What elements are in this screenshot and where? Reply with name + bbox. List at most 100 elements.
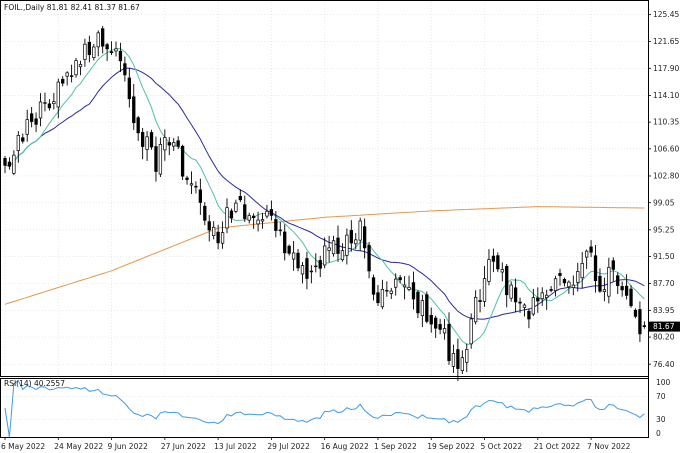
candle bbox=[456, 338, 460, 381]
candle-body-bearish bbox=[589, 246, 593, 253]
candle bbox=[402, 276, 407, 300]
candle bbox=[367, 241, 371, 279]
candle-body-bullish bbox=[212, 226, 216, 236]
candle-body-bearish bbox=[101, 28, 105, 47]
candle-body-bullish bbox=[553, 278, 558, 291]
candle-body-bearish bbox=[456, 349, 460, 369]
candle-body-bullish bbox=[531, 297, 536, 315]
frame-layer bbox=[0, 0, 649, 438]
candle bbox=[487, 249, 491, 286]
candle-body-bearish bbox=[154, 146, 158, 172]
candle-body-bullish bbox=[220, 232, 225, 244]
candle-body-bullish bbox=[158, 144, 163, 175]
candle bbox=[243, 195, 247, 222]
candle bbox=[629, 285, 633, 308]
candle bbox=[52, 93, 56, 110]
candle bbox=[118, 42, 123, 72]
candle-body-bearish bbox=[229, 210, 234, 219]
candle bbox=[589, 240, 593, 257]
candle-body-bearish bbox=[558, 273, 562, 276]
candle bbox=[21, 133, 25, 144]
candle bbox=[491, 248, 496, 273]
candle-body-bearish bbox=[638, 309, 642, 335]
candle-body-bullish bbox=[469, 318, 473, 345]
rsi-tick-label: 100 bbox=[656, 378, 671, 387]
candle bbox=[300, 262, 305, 284]
candle-body-bullish bbox=[482, 278, 487, 302]
candle bbox=[505, 264, 509, 308]
candle bbox=[331, 235, 336, 257]
candle-body-bullish bbox=[43, 102, 47, 104]
candle bbox=[371, 274, 376, 301]
candle bbox=[163, 129, 167, 161]
candle-body-bullish bbox=[500, 269, 504, 273]
candle bbox=[638, 301, 642, 343]
candle-body-bearish bbox=[109, 51, 114, 53]
candle-body-bearish bbox=[21, 137, 25, 142]
candle bbox=[296, 249, 300, 272]
time-tick-label: 5 Oct 2022 bbox=[481, 442, 523, 451]
candle bbox=[167, 137, 171, 156]
candle bbox=[576, 262, 580, 292]
candle-body-bearish bbox=[29, 113, 34, 122]
candle bbox=[198, 178, 203, 215]
candle-body-bearish bbox=[216, 231, 220, 244]
candle-body-bullish bbox=[25, 119, 29, 135]
candle-body-bearish bbox=[127, 77, 131, 100]
candle bbox=[251, 213, 256, 229]
candle-body-bullish bbox=[92, 46, 96, 58]
candle-body-bearish bbox=[149, 132, 154, 148]
candle-body-bullish bbox=[114, 48, 118, 52]
candle-body-bullish bbox=[571, 284, 575, 289]
candle bbox=[465, 343, 469, 373]
candle bbox=[624, 274, 629, 300]
price-tick-label: 121.65 bbox=[653, 37, 679, 46]
candle-body-bullish bbox=[323, 245, 327, 266]
candle bbox=[478, 289, 482, 313]
candle bbox=[176, 136, 180, 150]
candle-body-bullish bbox=[331, 240, 336, 255]
time-tick-label: 6 May 2022 bbox=[1, 442, 45, 451]
candle-body-bullish bbox=[402, 284, 407, 288]
candle-body-bullish bbox=[234, 202, 238, 212]
candle-body-bullish bbox=[300, 265, 305, 275]
candle bbox=[16, 131, 20, 163]
candle bbox=[132, 83, 136, 130]
candle bbox=[96, 30, 100, 57]
candle-body-bearish bbox=[642, 325, 647, 327]
candle bbox=[362, 218, 367, 259]
candle bbox=[553, 275, 558, 297]
candle-body-bearish bbox=[243, 204, 247, 219]
candle-body-bullish bbox=[607, 266, 611, 297]
time-tick-label: 24 May 2022 bbox=[54, 442, 103, 451]
candle bbox=[376, 284, 380, 307]
candle bbox=[593, 245, 598, 293]
candle bbox=[580, 252, 584, 289]
candle bbox=[416, 290, 420, 319]
candle-body-bullish bbox=[380, 289, 385, 308]
candle bbox=[127, 67, 131, 108]
candle-body-bearish bbox=[371, 277, 376, 295]
candle-body-bearish bbox=[3, 158, 7, 166]
price-tick-label: 102.80 bbox=[653, 172, 679, 181]
candle bbox=[327, 235, 331, 263]
candle-body-bearish bbox=[518, 301, 522, 304]
candle bbox=[43, 92, 47, 112]
candle bbox=[185, 175, 189, 185]
candle-body-bearish bbox=[283, 231, 287, 254]
candle bbox=[394, 273, 398, 296]
candle bbox=[105, 42, 109, 61]
candle bbox=[518, 297, 522, 313]
candle bbox=[567, 280, 571, 294]
candle-body-bullish bbox=[487, 259, 491, 282]
candle bbox=[74, 57, 78, 78]
candle bbox=[78, 60, 83, 76]
price-tick-label: 95.25 bbox=[653, 225, 675, 234]
price-axis-tick-labels: 125.45 121.65 117.90 114.10 110.35 106.60 102.… bbox=[648, 10, 679, 369]
time-tick-label: 29 Jul 2022 bbox=[267, 442, 310, 451]
candle bbox=[274, 211, 278, 238]
candle-body-bearish bbox=[132, 96, 136, 124]
candle bbox=[109, 41, 114, 56]
symbol-header: FOIL.,Daily 81.81 82.41 81.37 81.67 bbox=[4, 3, 140, 12]
candle-body-bearish bbox=[629, 288, 633, 307]
